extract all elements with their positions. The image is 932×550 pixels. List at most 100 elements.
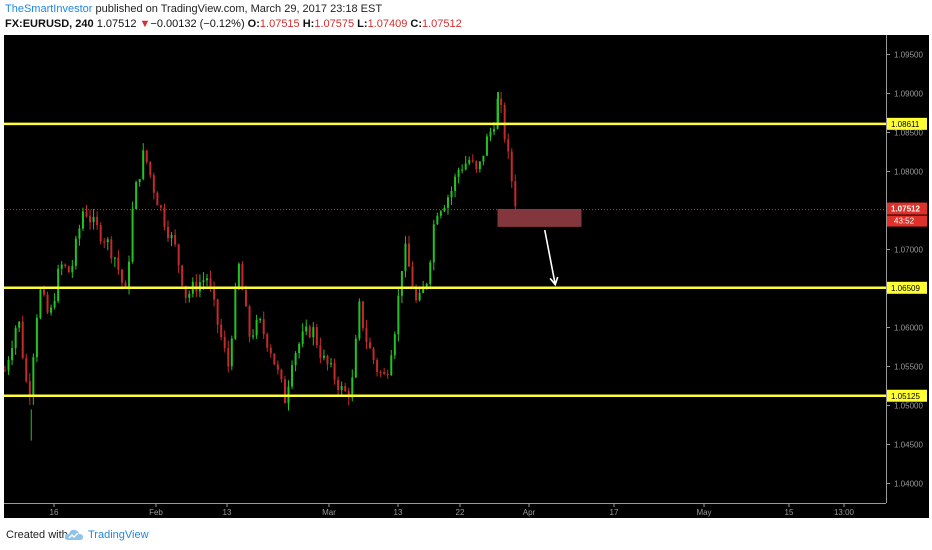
candle-body — [400, 271, 403, 296]
created-with-text: Created with — [6, 529, 68, 541]
change-value: −0.00132 (−0.12%) — [150, 18, 245, 30]
candle-body — [443, 207, 446, 212]
candle-body — [514, 181, 517, 207]
candle-body — [415, 287, 418, 301]
high-label: H: — [302, 18, 315, 30]
candle-body — [71, 265, 74, 273]
level-price-label: 1.08611 — [891, 120, 920, 129]
candle-body — [326, 355, 329, 365]
last-price: 1.07512 — [96, 18, 137, 30]
y-tick-label: 1.05500 — [894, 363, 923, 372]
candle-body — [57, 268, 60, 301]
author-link[interactable]: TheSmartInvestor — [5, 3, 93, 15]
candle-body — [138, 179, 141, 183]
candle-body — [432, 224, 435, 263]
candle-body — [354, 338, 357, 378]
candle-body — [407, 243, 410, 267]
candle-body — [301, 331, 304, 344]
candle-body — [128, 261, 131, 289]
candle-body — [7, 360, 10, 371]
candle-body — [74, 238, 77, 266]
candle-body — [262, 319, 265, 335]
candle-body — [269, 347, 272, 354]
candle-body — [489, 131, 492, 137]
close-value: 1.07512 — [422, 18, 462, 30]
candle-body — [386, 374, 389, 376]
price-chart[interactable]: 1.04000 1.04500 1.05000 1.05500 1.06000 1.065… — [4, 35, 929, 518]
candle-body — [152, 175, 155, 193]
candle-body — [89, 216, 92, 223]
candle-body — [181, 265, 184, 286]
candle-body — [393, 334, 396, 356]
level-price-label: 1.06509 — [891, 284, 920, 293]
high-value: 1.07575 — [314, 18, 355, 30]
candle-body — [120, 269, 123, 283]
candle-body — [273, 353, 276, 365]
candle-body — [103, 241, 106, 243]
last-price-tag-label: 1.07512 — [891, 205, 920, 214]
candle-body — [411, 266, 414, 288]
candle-body — [255, 319, 258, 336]
candle-body — [344, 385, 347, 392]
candle-body — [294, 353, 297, 366]
candle-body — [507, 139, 510, 152]
last-price-tag — [887, 202, 927, 215]
candle-body — [468, 160, 471, 164]
candle-body — [259, 319, 262, 321]
candle-body — [266, 334, 269, 348]
x-tick-label: 13:00 — [834, 508, 855, 517]
candle-body — [11, 348, 14, 361]
y-tick-label: 1.05000 — [894, 402, 923, 411]
candle-body — [223, 337, 226, 349]
candle-body — [252, 335, 255, 337]
candle-body — [319, 345, 322, 358]
candle-body — [39, 289, 42, 318]
candle-body — [276, 364, 279, 370]
x-tick-label: 22 — [456, 508, 465, 517]
chart-area[interactable]: 1.04000 1.04500 1.05000 1.05500 1.06000 1.065… — [4, 35, 929, 518]
candle-body — [106, 239, 109, 243]
candle-body — [234, 288, 237, 339]
candle-body — [446, 197, 449, 208]
publish-line: TheSmartInvestor published on TradingVie… — [5, 3, 382, 15]
candle-body — [117, 257, 120, 270]
low-label: L: — [357, 18, 368, 30]
countdown-label: 43:52 — [894, 217, 915, 226]
footer: Created with TradingView — [0, 520, 932, 550]
candle-body — [28, 381, 31, 397]
candle-body — [439, 211, 442, 216]
y-tick-label: 1.08500 — [894, 129, 923, 138]
candle-body — [379, 371, 382, 373]
tradingview-cloud-icon[interactable] — [64, 528, 84, 542]
countdown-tag — [887, 215, 927, 227]
candle-body — [170, 234, 173, 239]
candle-body — [92, 216, 95, 223]
candle-body — [291, 365, 294, 387]
candle-body — [35, 317, 38, 358]
x-tick-label: Feb — [149, 508, 163, 517]
candle-body — [283, 379, 286, 404]
time-axis-background — [4, 503, 886, 518]
symbol-name: FX:EURUSD, 240 — [5, 18, 94, 30]
candle-body — [241, 263, 244, 291]
level-price-tag — [887, 389, 927, 402]
low-value: 1.07409 — [367, 18, 408, 30]
candle-body — [369, 342, 372, 349]
tradingview-link[interactable]: TradingView — [88, 529, 149, 541]
candle-body — [110, 239, 113, 259]
candle-body — [376, 360, 379, 372]
candle-body — [471, 160, 474, 162]
candle-body — [358, 301, 361, 339]
candle-body — [60, 264, 63, 269]
x-tick-label: Apr — [523, 508, 536, 517]
candle-body — [50, 307, 53, 313]
y-tick-label: 1.04500 — [894, 441, 923, 450]
candle-body — [145, 150, 148, 162]
candle-body — [496, 98, 499, 129]
candle-body — [485, 136, 488, 156]
down-arrow-line — [543, 229, 557, 285]
candle-body — [510, 151, 513, 182]
candle-body — [351, 377, 354, 398]
candle-body — [177, 244, 180, 266]
close-label: C: — [410, 18, 422, 30]
